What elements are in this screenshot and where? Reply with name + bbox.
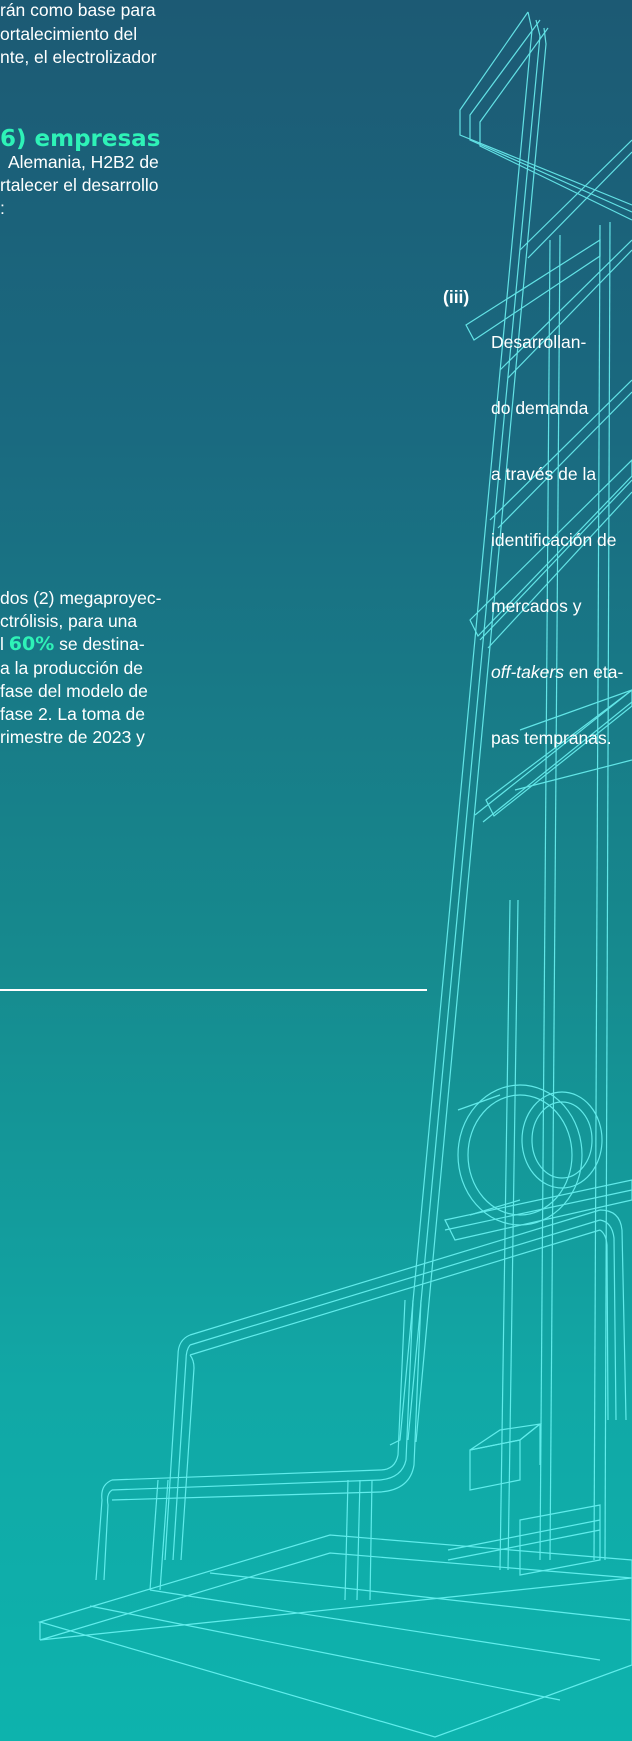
projects-line: ctrólisis, para una [0, 611, 138, 631]
projects-line: fase 2. La toma de [0, 704, 145, 724]
item-iii-label: (iii) [443, 287, 470, 307]
projects-line: rimestre de 2023 y [0, 727, 145, 747]
item-iii-line: do demanda [491, 398, 589, 418]
intro-line: rán como base para [0, 0, 156, 20]
companies-line: rtalecer el desarrollo [0, 175, 159, 195]
intro-line: ortalecimiento del [0, 24, 138, 44]
off-takers-term: off-takers [491, 662, 564, 682]
item-iii-line: mercados y [491, 596, 582, 616]
projects-line: a la producción de [0, 658, 144, 678]
intro-line: nte, el electrolizador [0, 47, 157, 67]
section-divider [0, 989, 427, 991]
item-iii-line: identificación de [491, 530, 617, 550]
item-iii-text: Desarrollan- do demanda a través de la i… [491, 287, 623, 771]
companies-line: : [0, 198, 5, 218]
projects-line: fase del modelo de [0, 681, 148, 701]
projects-line: dos (2) megaproyec- [0, 588, 162, 608]
companies-heading: 6) empresas [0, 126, 161, 152]
item-iii-line: off-takers en eta- [491, 662, 624, 682]
item-iii-line: a través de la [491, 464, 597, 484]
companies-line: Alemania, H2B2 de [8, 152, 159, 172]
item-iii-line: Desarrollan- [491, 332, 587, 352]
projects-text: se destina- [54, 634, 145, 654]
projects-text: l [0, 634, 9, 654]
projects-line: l 60% se destina- [0, 633, 145, 656]
item-iii-line: pas tempranas. [491, 728, 612, 748]
percent-highlight: 60% [8, 633, 55, 655]
